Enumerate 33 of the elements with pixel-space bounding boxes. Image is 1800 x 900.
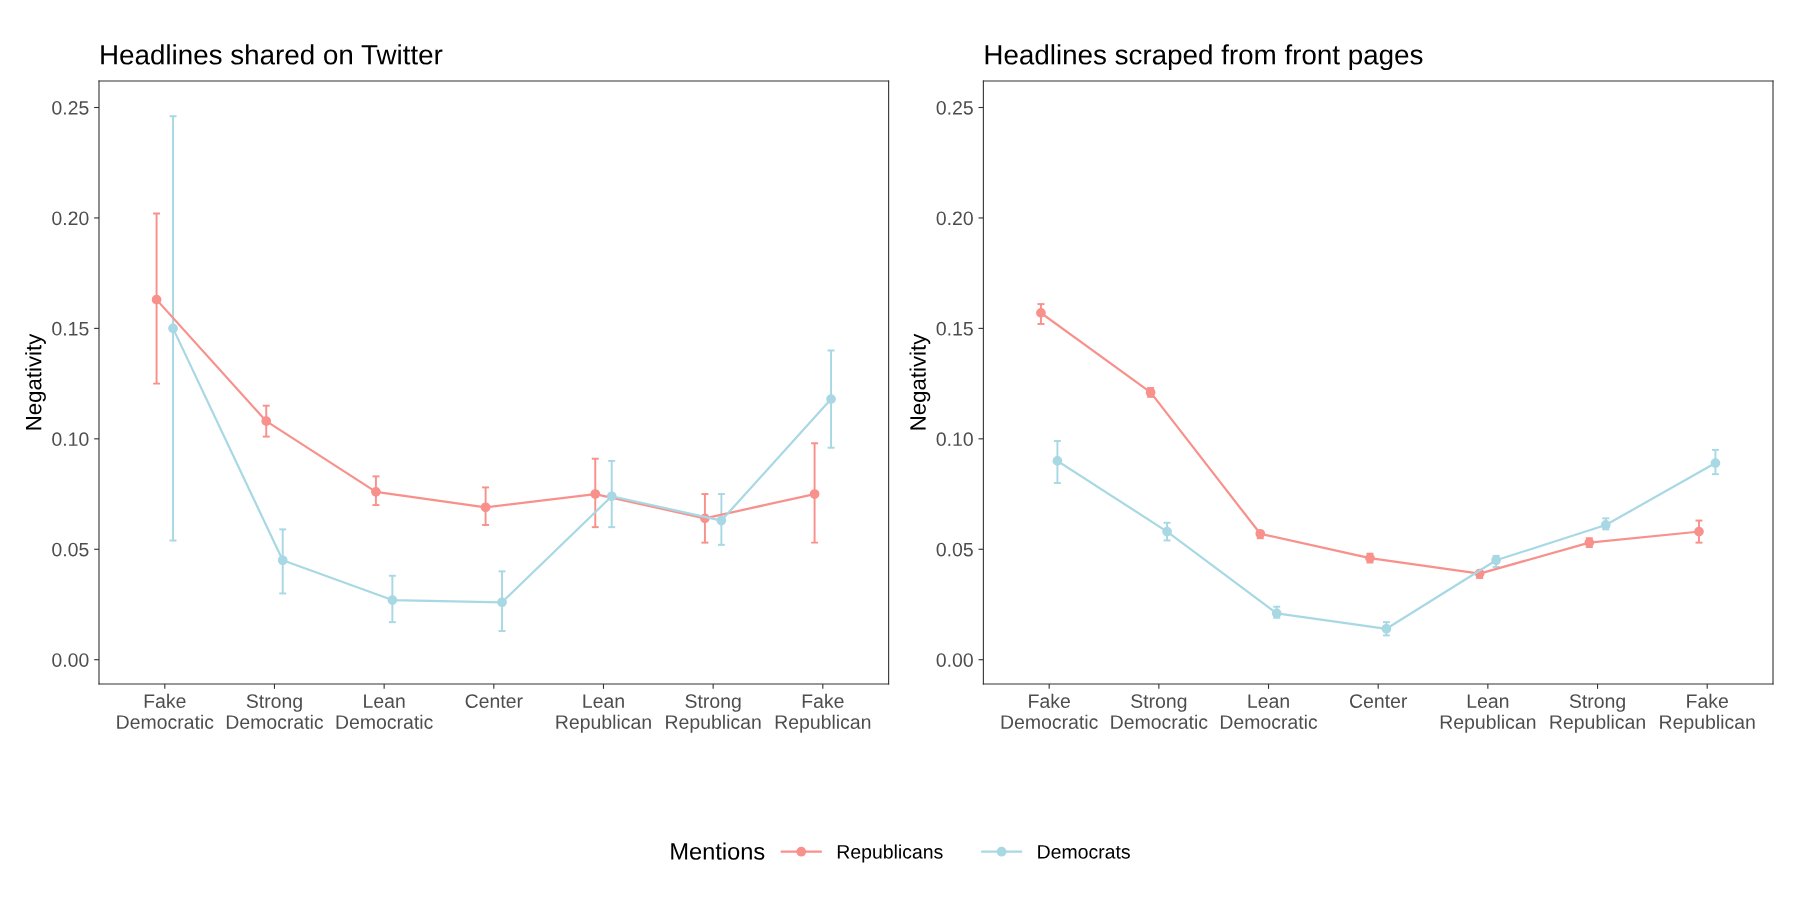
x-tick-label: Lean Republican (1440, 694, 1536, 733)
y-tick-label: 0.25 (52, 100, 89, 115)
x-tick-label: Strong Democratic (226, 694, 324, 729)
x-tick-label: Lean Democratic (1220, 694, 1318, 729)
chart-title: Headlines shared on Twitter (101, 44, 443, 65)
x-tick-label: Fake Republican (1660, 693, 1755, 733)
y-tick-label: 0.15 (52, 321, 89, 336)
x-tick-label: Fake Republican (775, 693, 871, 733)
x-tick-label: Strong Republican (1550, 694, 1645, 733)
legend-title: Mentions (671, 842, 765, 860)
x-tick-label: Strong Democratic (1111, 694, 1208, 729)
x-tick-label: Fake Democratic (117, 693, 214, 729)
legend-label: Republicans (837, 844, 943, 863)
y-tick-label: 0.20 (936, 211, 973, 226)
y-tick-label: 0.25 (936, 100, 973, 115)
x-tick-label: Fake Democratic (1001, 693, 1098, 729)
y-tick-label: 0.10 (52, 432, 89, 447)
x-tick-label: Strong Republican (666, 694, 761, 733)
legend-label: Democrats (1038, 845, 1130, 859)
chart-title: Headlines scraped from front pages (985, 44, 1423, 71)
y-tick-label: 0.05 (52, 542, 89, 557)
y-tick-label: 0.20 (52, 211, 89, 226)
y-axis-title: Negativity (909, 333, 931, 430)
y-tick-label: 0.10 (936, 432, 973, 447)
x-tick-label: Lean Republican (556, 694, 651, 733)
y-tick-label: 0.00 (936, 653, 973, 667)
x-tick-label: Lean Democratic (336, 694, 433, 729)
y-tick-label: 0.00 (52, 653, 89, 667)
y-axis-title: Negativity (25, 333, 46, 430)
x-tick-label: Center (465, 694, 523, 708)
y-tick-label: 0.05 (936, 542, 973, 557)
x-tick-label: Center (1350, 694, 1408, 708)
y-tick-label: 0.15 (936, 321, 973, 336)
